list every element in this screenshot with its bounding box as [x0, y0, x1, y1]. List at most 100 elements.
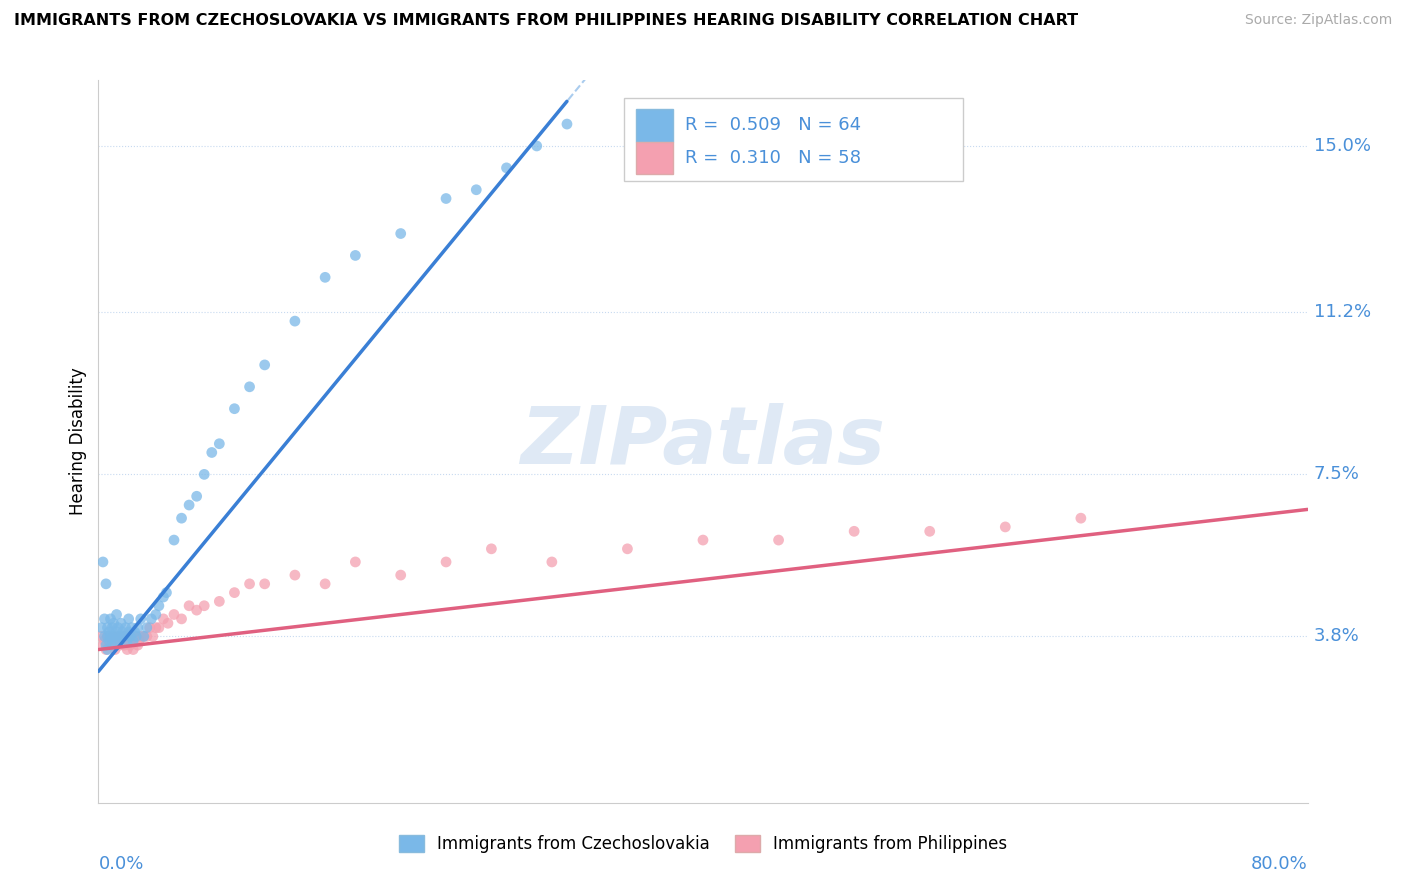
Point	[114, 629, 136, 643]
Point	[98, 633, 121, 648]
Point	[208, 436, 231, 450]
Point	[108, 638, 131, 652]
Point	[103, 629, 125, 643]
Point	[239, 577, 262, 591]
Point	[103, 629, 125, 643]
Point	[120, 629, 142, 643]
Point	[170, 612, 193, 626]
Point	[107, 629, 129, 643]
Point	[139, 621, 162, 635]
Point	[118, 625, 141, 640]
Point	[141, 612, 163, 626]
Point	[465, 183, 488, 197]
Point	[692, 533, 714, 547]
Point	[98, 638, 121, 652]
Point	[100, 612, 122, 626]
Point	[555, 117, 578, 131]
Point	[93, 629, 115, 643]
Point	[101, 621, 124, 635]
Point	[96, 621, 118, 635]
Point	[389, 568, 412, 582]
Point	[253, 577, 276, 591]
Point	[994, 520, 1017, 534]
Point	[125, 629, 148, 643]
Point	[344, 555, 367, 569]
Point	[142, 629, 165, 643]
Point	[127, 621, 149, 635]
Point	[344, 248, 367, 262]
Point	[224, 401, 246, 416]
Point	[98, 625, 121, 640]
Point	[114, 621, 136, 635]
Point	[111, 629, 134, 643]
Point	[128, 633, 150, 648]
Point	[135, 621, 157, 635]
Point	[93, 612, 115, 626]
Point	[616, 541, 638, 556]
Point	[239, 380, 262, 394]
Point	[91, 555, 114, 569]
Point	[100, 629, 122, 643]
Point	[101, 638, 124, 652]
Bar	[624, 98, 963, 181]
Point	[193, 599, 215, 613]
Point	[186, 603, 208, 617]
Point	[152, 612, 174, 626]
Point	[193, 467, 215, 482]
Point	[132, 629, 155, 643]
Point	[152, 590, 174, 604]
Point	[120, 638, 142, 652]
Point	[495, 161, 517, 175]
Point	[101, 638, 124, 652]
Text: R =  0.509   N = 64: R = 0.509 N = 64	[685, 116, 860, 134]
Point	[90, 629, 112, 643]
Point	[389, 227, 412, 241]
Text: 11.2%: 11.2%	[1313, 303, 1371, 321]
Point	[155, 585, 177, 599]
Point	[179, 599, 201, 613]
Legend: Immigrants from Czechoslovakia, Immigrants from Philippines: Immigrants from Czechoslovakia, Immigran…	[392, 828, 1014, 860]
Point	[132, 629, 155, 643]
Point	[208, 594, 231, 608]
Point	[163, 533, 186, 547]
Point	[314, 577, 336, 591]
Point	[93, 633, 115, 648]
Point	[145, 607, 167, 622]
Point	[96, 629, 118, 643]
Point	[179, 498, 201, 512]
Point	[122, 642, 145, 657]
Point	[90, 621, 112, 635]
Point	[122, 633, 145, 648]
Point	[110, 616, 132, 631]
Point	[118, 612, 141, 626]
Point	[170, 511, 193, 525]
Point	[284, 314, 307, 328]
Point	[108, 633, 131, 648]
Point	[148, 621, 170, 635]
Point	[434, 192, 457, 206]
Point	[107, 629, 129, 643]
Point	[96, 642, 118, 657]
Point	[145, 621, 167, 635]
Point	[103, 616, 125, 631]
Bar	[637, 109, 672, 142]
Text: 80.0%: 80.0%	[1251, 855, 1308, 873]
Point	[104, 633, 127, 648]
Point	[186, 489, 208, 503]
Point	[434, 555, 457, 569]
Point	[148, 599, 170, 613]
Point	[105, 625, 128, 640]
Point	[100, 633, 122, 648]
Point	[224, 585, 246, 599]
Text: ZIPatlas: ZIPatlas	[520, 402, 886, 481]
Point	[124, 633, 146, 648]
Point	[112, 638, 135, 652]
Point	[115, 633, 138, 648]
Point	[129, 612, 152, 626]
Point	[118, 633, 141, 648]
Point	[156, 616, 179, 631]
Point	[111, 625, 134, 640]
Text: 7.5%: 7.5%	[1313, 466, 1360, 483]
Text: R =  0.310   N = 58: R = 0.310 N = 58	[685, 149, 860, 168]
Point	[526, 139, 548, 153]
